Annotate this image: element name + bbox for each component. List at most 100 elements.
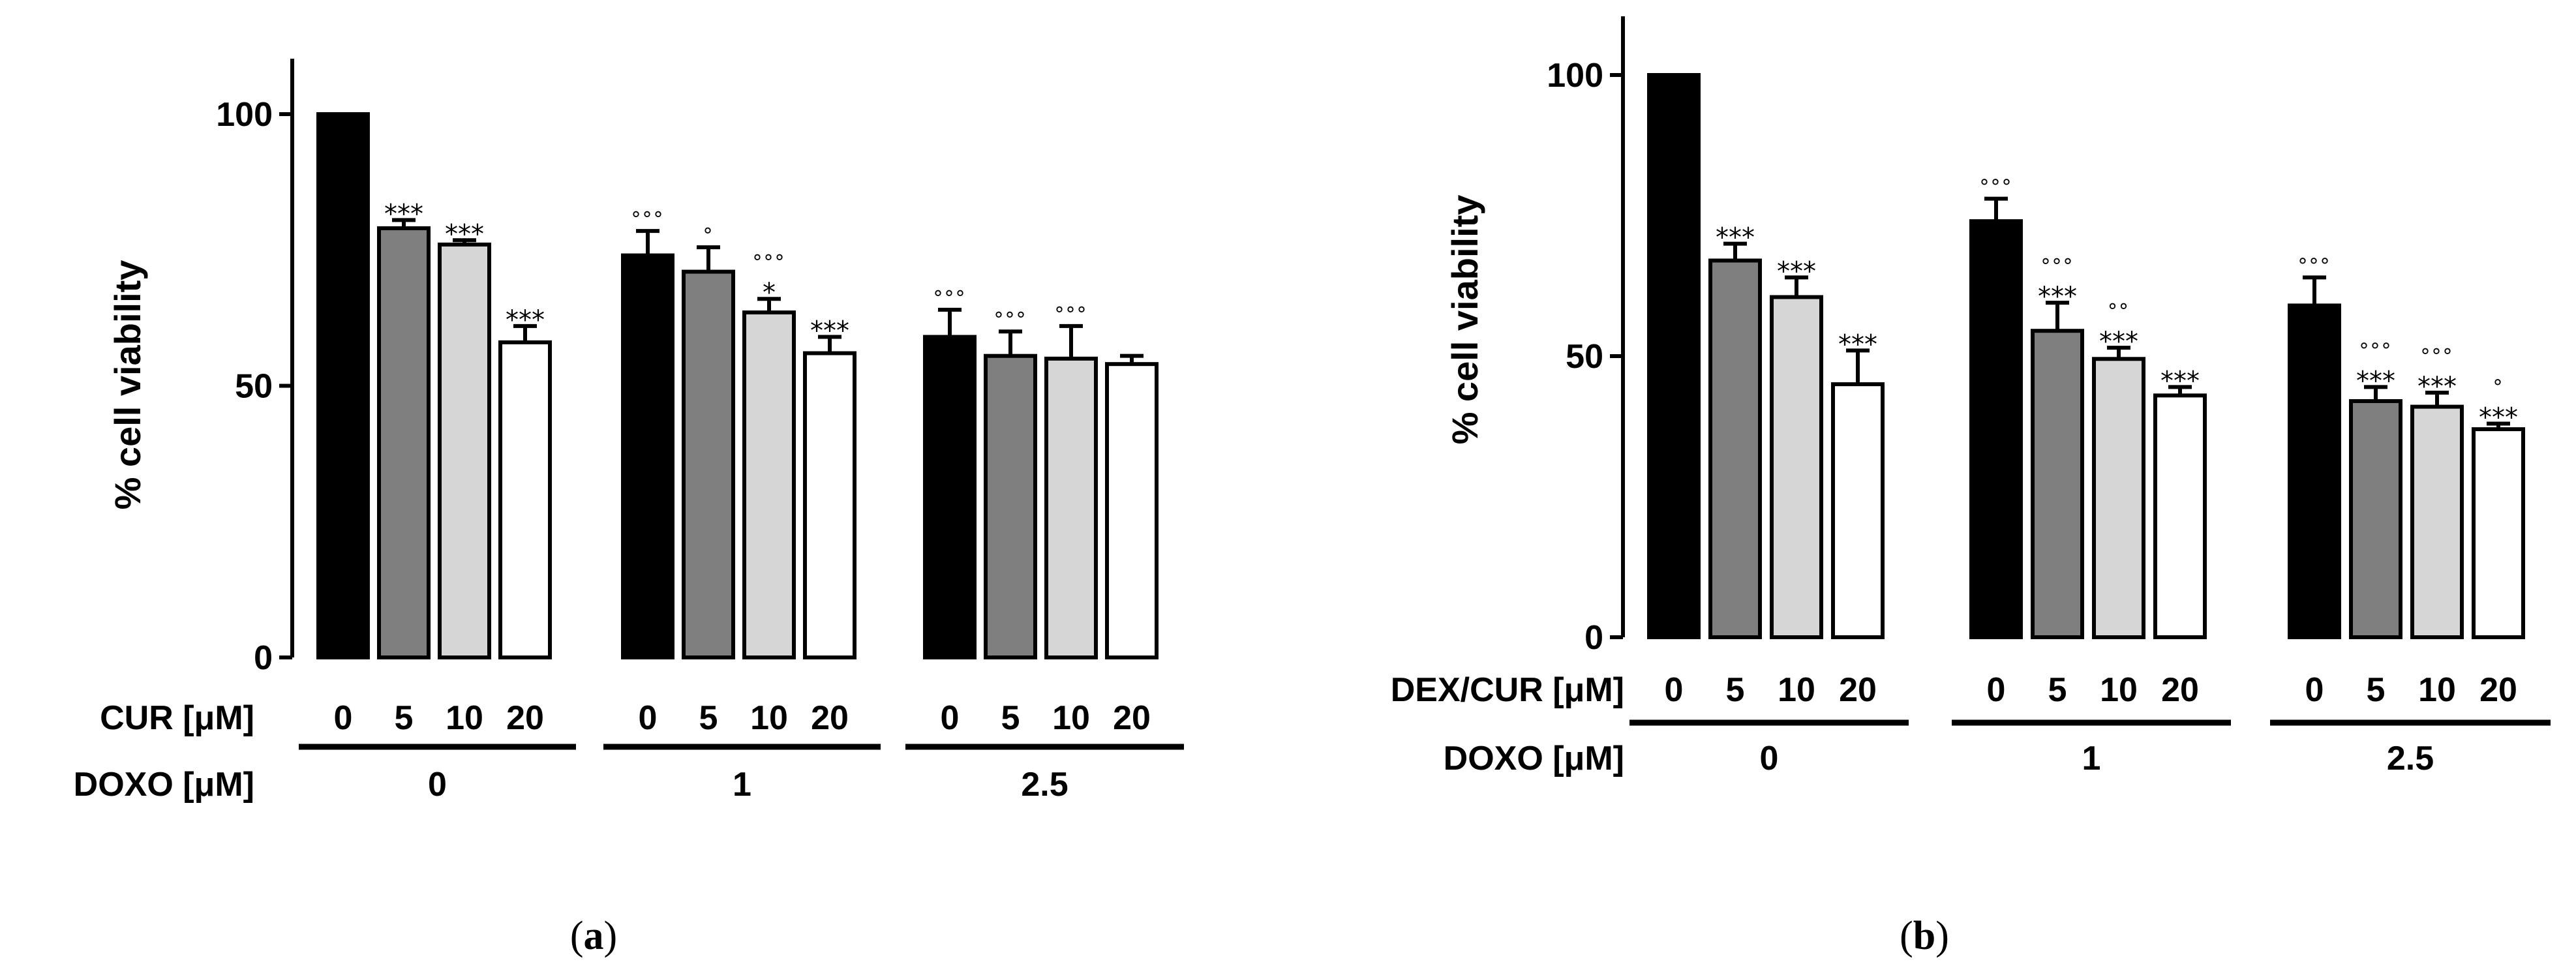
bar: [621, 253, 674, 659]
significance-label: ***: [506, 305, 545, 335]
x-category-label: 5: [395, 699, 414, 737]
bar-group: °°° 0 *** °°° 5 *** °°° 10 *** ° 20 2.5: [2270, 254, 2551, 777]
x-category-label: 0: [334, 699, 353, 737]
x-category-label: 5: [699, 699, 718, 737]
x-category-label: 20: [2161, 671, 2199, 709]
x-category-label: 20: [811, 699, 849, 737]
bar-group: °°° 0 *** °°° 5 *** °° 10 *** 20 1: [1952, 176, 2231, 777]
x-category-label: 0: [639, 699, 658, 737]
significance-circle-label: °°°: [2041, 255, 2074, 278]
bar: [682, 269, 735, 659]
significance-circle-label: °°°: [1980, 176, 2013, 199]
group-label: 1: [733, 766, 751, 804]
bar: [1044, 356, 1098, 659]
bar: [1105, 362, 1159, 659]
bar: [1831, 382, 1885, 639]
bar: [1647, 73, 1701, 639]
bar-group: 0 *** 5 *** 10 *** 20 0: [299, 112, 576, 804]
x-row-label-doxo: DOXO [μM]: [74, 766, 254, 804]
y-tick-label: 0: [254, 639, 273, 677]
bar: [2031, 329, 2084, 639]
significance-circle-label: °: [2493, 376, 2504, 399]
bar: [438, 242, 491, 660]
bar: [316, 112, 370, 659]
bar: [923, 335, 977, 660]
y-tick-label: 100: [1547, 57, 1603, 95]
significance-circle-label: °°°: [1055, 303, 1088, 326]
significance-label: ***: [2356, 366, 2395, 396]
significance-label: ***: [2099, 327, 2138, 357]
group-label: 2.5: [1021, 766, 1068, 804]
x-category-label: 0: [941, 699, 960, 737]
x-category-label: 20: [1839, 671, 1877, 709]
bar-group: °°° 0 °°° 5 °°° 10 20 2.5: [905, 287, 1184, 804]
panel-b-caption: (b): [1900, 914, 1949, 958]
significance-circle-label: °°°: [2298, 254, 2331, 277]
bar: [2092, 357, 2145, 639]
x-category-label: 10: [2418, 671, 2456, 709]
x-category-label: 5: [1001, 699, 1020, 737]
group-label: 0: [428, 766, 447, 804]
panel-a-caption-letter: a: [584, 914, 604, 958]
significance-label: *: [763, 278, 776, 308]
x-row-label-treatment: DEX/CUR [μM]: [1391, 671, 1624, 709]
significance-circle-label: °°°: [994, 309, 1027, 331]
x-category-label: 0: [1987, 671, 2006, 709]
significance-label: ***: [2417, 372, 2457, 402]
bar: [984, 354, 1037, 659]
bar: [742, 310, 796, 660]
y-tick-label: 50: [1566, 338, 1603, 376]
x-category-label: 10: [2100, 671, 2138, 709]
x-category-label: 0: [2305, 671, 2324, 709]
bar: [2153, 393, 2207, 640]
significance-circle-label: °°: [2108, 300, 2130, 323]
x-category-label: 5: [2048, 671, 2067, 709]
bar: [2288, 303, 2341, 639]
significance-circle-label: °: [703, 224, 714, 247]
significance-label: ***: [2038, 282, 2077, 312]
significance-circle-label: °°°: [933, 287, 967, 310]
bar: [1969, 219, 2023, 639]
x-category-label: 10: [446, 699, 483, 737]
bar-group: °°° 0 ° 5 * °°° 10 *** 20 1: [603, 208, 881, 804]
panel-b-caption-letter: b: [1913, 914, 1935, 958]
x-category-label: 5: [2367, 671, 2386, 709]
bar: [1770, 295, 1823, 639]
x-category-label: 20: [2479, 671, 2517, 709]
y-axis-label: % cell viability: [1444, 195, 1485, 445]
bar: [2472, 427, 2525, 639]
bar: [377, 226, 431, 659]
significance-label: ***: [1838, 329, 1877, 359]
bar: [498, 340, 552, 659]
x-category-label: 20: [506, 699, 544, 737]
significance-label: ***: [2479, 402, 2518, 432]
y-tick-label: 100: [216, 96, 273, 134]
x-category-label: 20: [1113, 699, 1151, 737]
significance-label: ***: [2160, 366, 2200, 396]
significance-circle-label: °°°: [2421, 345, 2454, 368]
significance-circle-label: °°°: [2359, 339, 2393, 362]
x-category-label: 10: [750, 699, 788, 737]
panel-a-caption: (a): [570, 914, 617, 958]
group-label: 0: [1760, 740, 1779, 777]
x-category-label: 10: [1052, 699, 1090, 737]
y-axis-label: % cell viability: [107, 260, 148, 510]
significance-label: ***: [445, 219, 484, 249]
bar: [2349, 399, 2402, 640]
significance-label: ***: [810, 316, 849, 346]
significance-circle-label: °°°: [631, 208, 665, 231]
bar-group: 0 *** 5 *** 10 *** 20 0: [1629, 73, 1909, 777]
x-category-label: 10: [1778, 671, 1815, 709]
x-row-label-treatment: CUR [μM]: [100, 699, 254, 737]
significance-label: ***: [384, 199, 423, 229]
bar: [1708, 258, 1762, 639]
significance-label: ***: [1716, 223, 1755, 253]
group-label: 1: [2082, 740, 2101, 777]
significance-circle-label: °°°: [753, 251, 786, 274]
x-category-label: 5: [1726, 671, 1745, 709]
x-row-label-doxo: DOXO [μM]: [1444, 740, 1624, 777]
bar: [803, 351, 856, 660]
